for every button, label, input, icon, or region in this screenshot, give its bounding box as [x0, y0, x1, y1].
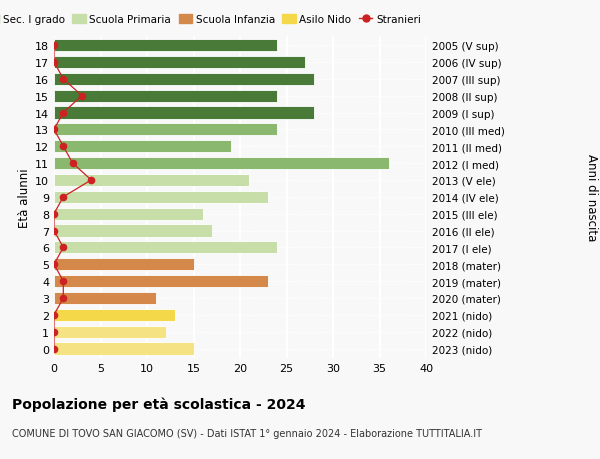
- Bar: [54, 124, 277, 136]
- Text: Popolazione per età scolastica - 2024: Popolazione per età scolastica - 2024: [12, 397, 305, 412]
- Bar: [54, 107, 314, 119]
- Bar: [54, 158, 389, 170]
- Bar: [54, 343, 193, 355]
- Bar: [54, 90, 277, 102]
- Bar: [54, 258, 193, 271]
- Bar: [54, 225, 212, 237]
- Text: Anni di nascita: Anni di nascita: [584, 154, 598, 241]
- Bar: [54, 57, 305, 69]
- Bar: [54, 174, 250, 187]
- Bar: [54, 242, 277, 254]
- Bar: [54, 326, 166, 338]
- Bar: [54, 292, 156, 304]
- Bar: [54, 275, 268, 287]
- Bar: [54, 73, 314, 86]
- Bar: [54, 208, 203, 220]
- Bar: [54, 40, 277, 52]
- Bar: [54, 141, 231, 153]
- Legend: Sec. II grado, Sec. I grado, Scuola Primaria, Scuola Infanzia, Asilo Nido, Stran: Sec. II grado, Sec. I grado, Scuola Prim…: [0, 15, 421, 25]
- Y-axis label: Età alunni: Età alunni: [18, 168, 31, 227]
- Bar: [54, 191, 268, 203]
- Text: COMUNE DI TOVO SAN GIACOMO (SV) - Dati ISTAT 1° gennaio 2024 - Elaborazione TUTT: COMUNE DI TOVO SAN GIACOMO (SV) - Dati I…: [12, 428, 482, 438]
- Bar: [54, 309, 175, 321]
